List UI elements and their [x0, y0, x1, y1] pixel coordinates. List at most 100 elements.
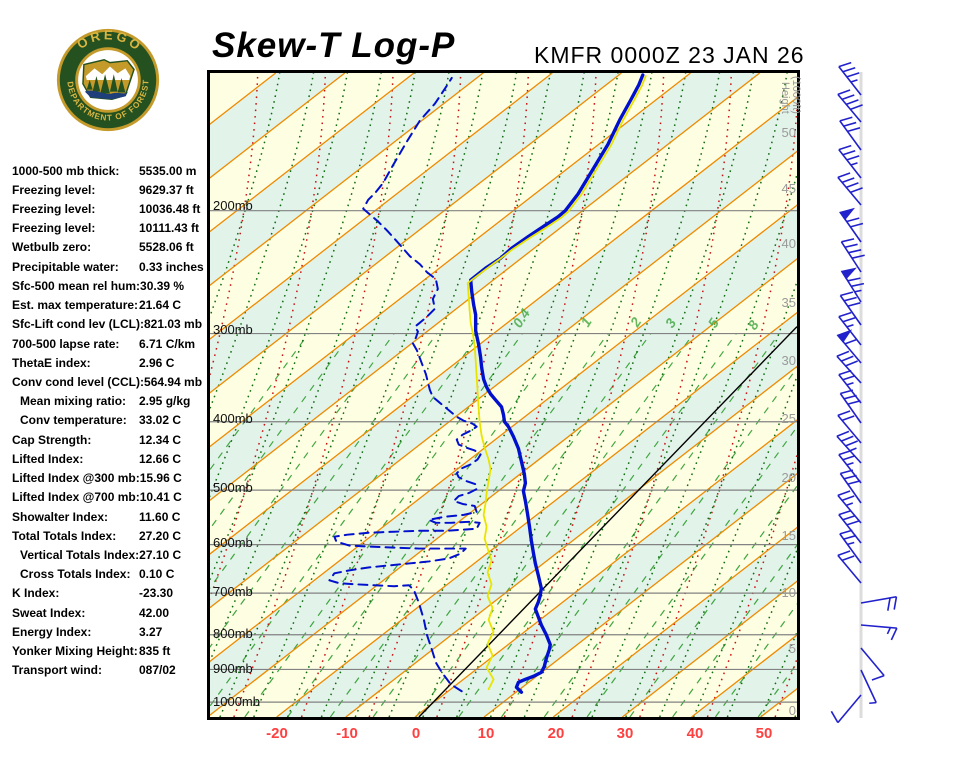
height-tick-label: 45 [781, 181, 796, 196]
index-value: 21.64 C [139, 298, 182, 313]
index-label: Freezing level: [12, 182, 96, 197]
mixing-ratio-line [210, 333, 438, 648]
index-value: 0.10 C [139, 567, 175, 582]
wind-barb [840, 267, 865, 303]
isotherm-line [210, 73, 622, 394]
index-label: 700-500 lapse rate: [12, 336, 120, 351]
index-value: 0.33 inches [139, 259, 204, 274]
isotherm-line [276, 311, 797, 717]
index-value: 2.96 C [139, 355, 175, 370]
index-value: 5528.06 ft [139, 240, 194, 255]
height-axis-title: Height(1000ft) [779, 76, 802, 117]
index-row: Conv temperature: 33.02 C [12, 411, 212, 430]
isotherm-line [345, 365, 797, 717]
index-label: Sfc-500 mean rel hum: [12, 278, 141, 293]
index-value: 15.96 C [139, 471, 182, 486]
wind-barb [837, 89, 863, 123]
index-label: Conv cond level (CCL): [12, 375, 145, 390]
index-label: Lifted Index @300 mb: [12, 471, 140, 486]
dry-adiabat-line [456, 73, 687, 717]
index-value: 12.34 C [139, 432, 182, 447]
temperature-tick-label: 10 [477, 725, 495, 742]
odf-logo: OREGON DEPARTMENT OF FORESTRY [48, 14, 164, 139]
mixing-ratio-line [543, 366, 797, 717]
pressure-level-label: 900mb [213, 661, 253, 676]
index-row: Freezing level: 9629.37 ft [12, 180, 212, 199]
wind-barb [836, 430, 862, 464]
isotherm-line [621, 580, 797, 717]
temperature-tick-label: 50 [755, 725, 773, 742]
dry-adiabat-line [210, 73, 416, 663]
reference-line [418, 326, 797, 717]
index-row: Mean mixing ratio: 2.95 g/kg [12, 392, 212, 411]
isotherm-line [210, 150, 797, 609]
height-axis-title-line2: (1000ft) [790, 76, 802, 114]
wind-barb-column [812, 60, 912, 737]
wind-barb [838, 369, 862, 404]
mixing-ratio-label: 1 [577, 314, 595, 329]
wet_bulb-profile [466, 75, 647, 691]
dry-adiabat-line [422, 73, 653, 717]
isotherm-line [210, 73, 415, 233]
dry-adiabat-line [354, 73, 585, 717]
height-tick-label: 15 [781, 528, 796, 543]
index-label: Energy Index: [12, 624, 92, 639]
index-row: Lifted Index @300 mb: 15.96 C [12, 469, 212, 488]
pressure-level-label: 300mb [213, 322, 253, 337]
height-tick-label: 50 [781, 125, 796, 140]
wind-barb [839, 529, 862, 564]
index-row: Conv cond level (CCL): 564.94 mb [12, 372, 212, 391]
pressure-level-label: 600mb [213, 535, 253, 550]
isotherm-line [210, 73, 484, 287]
wind-barb [837, 490, 862, 524]
index-label: Wetbulb zero: [12, 240, 92, 255]
index-label: Lifted Index: [12, 451, 84, 466]
dry-adiabat-line [210, 73, 349, 498]
index-value: 9629.37 ft [139, 182, 194, 197]
index-label: ThetaE index: [12, 355, 91, 370]
isotherm-line [210, 258, 797, 716]
wind-barb [840, 238, 865, 273]
wind-barb [838, 144, 862, 179]
index-row: Lifted Index: 12.66 C [12, 449, 212, 468]
index-value: 10036.48 ft [139, 202, 201, 217]
index-label: Vertical Totals Index: [20, 547, 140, 562]
index-label: Freezing level: [12, 202, 96, 217]
index-row: Sfc-500 mean rel hum: 30.39 % [12, 276, 212, 295]
page-title: Skew-T Log-P [212, 26, 456, 65]
index-label: Precipitable water: [12, 259, 119, 274]
dry-adiabat-line [219, 73, 450, 717]
index-row: Sfc-Lift cond lev (LCL): 821.03 mb [12, 315, 212, 334]
pressure-level-label: 700mb [213, 584, 253, 599]
wind-barb [839, 389, 862, 424]
temperature-tick-label: 30 [616, 725, 634, 742]
wind-barb [837, 550, 862, 584]
height-tick-label: 30 [781, 353, 796, 368]
wind-barb [830, 694, 862, 724]
index-value: 6.71 C/km [139, 336, 196, 351]
index-row: Cap Strength: 12.34 C [12, 430, 212, 449]
index-value: 3.27 [139, 624, 163, 639]
index-row: ThetaE index: 2.96 C [12, 353, 212, 372]
dewpoint-profile [328, 76, 482, 693]
index-value: 42.00 [139, 605, 170, 620]
dry-adiabat-line [286, 73, 518, 717]
skewt-chart-frame: 0.4 1 2 3 5 8 [207, 70, 800, 720]
wind-barb [838, 509, 862, 544]
pressure-level-label: 1000mb [213, 694, 260, 709]
index-label: Cross Totals Index: [20, 567, 131, 582]
pressure-level-label: 400mb [213, 411, 253, 426]
moist-adiabat-line [774, 656, 797, 717]
mixing-ratio-line [415, 333, 695, 717]
dry-adiabat-line [591, 171, 797, 717]
temperature-tick-label: 0 [411, 725, 421, 742]
index-value: 12.66 C [139, 451, 182, 466]
pressure-level-label: 500mb [213, 480, 253, 495]
index-value: 33.02 C [139, 413, 182, 428]
dry-adiabat-line [253, 73, 484, 717]
index-row: Wetbulb zero: 5528.06 ft [12, 238, 212, 257]
height-tick-label: 20 [781, 470, 796, 485]
index-label: Total Totals Index: [12, 528, 117, 543]
wind-barb [860, 669, 877, 705]
